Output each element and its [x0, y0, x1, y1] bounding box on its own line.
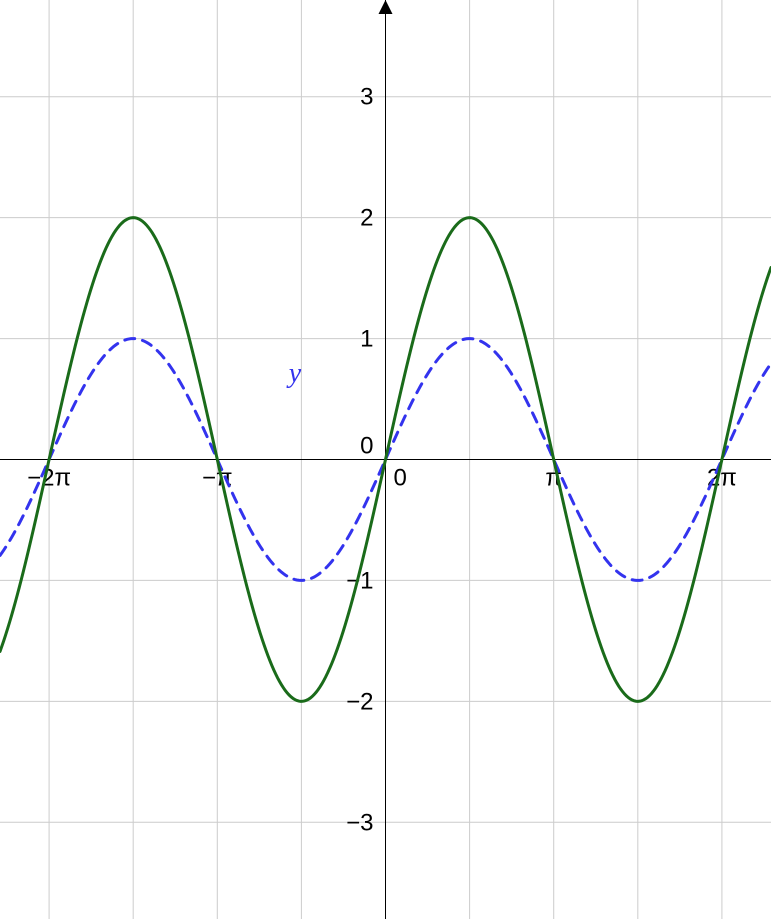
y-tick-label: 1 — [360, 326, 373, 353]
y-tick-label: −2 — [346, 688, 373, 715]
sine-chart: −2π−π0π2π−3−2−10123y — [0, 0, 771, 919]
y-tick-label: 0 — [360, 433, 373, 460]
x-tick-label: −π — [202, 465, 233, 492]
x-tick-label: −2π — [27, 465, 71, 492]
y-tick-label: 3 — [360, 84, 373, 111]
y-tick-label: 2 — [360, 205, 373, 232]
chart-container: −2π−π0π2π−3−2−10123y — [0, 0, 771, 919]
x-tick-label: 0 — [394, 465, 407, 492]
x-tick-label: 2π — [707, 465, 737, 492]
curve-labels: y — [286, 358, 302, 389]
curve-label-sinx: y — [286, 358, 302, 389]
y-tick-label: −3 — [346, 809, 373, 836]
